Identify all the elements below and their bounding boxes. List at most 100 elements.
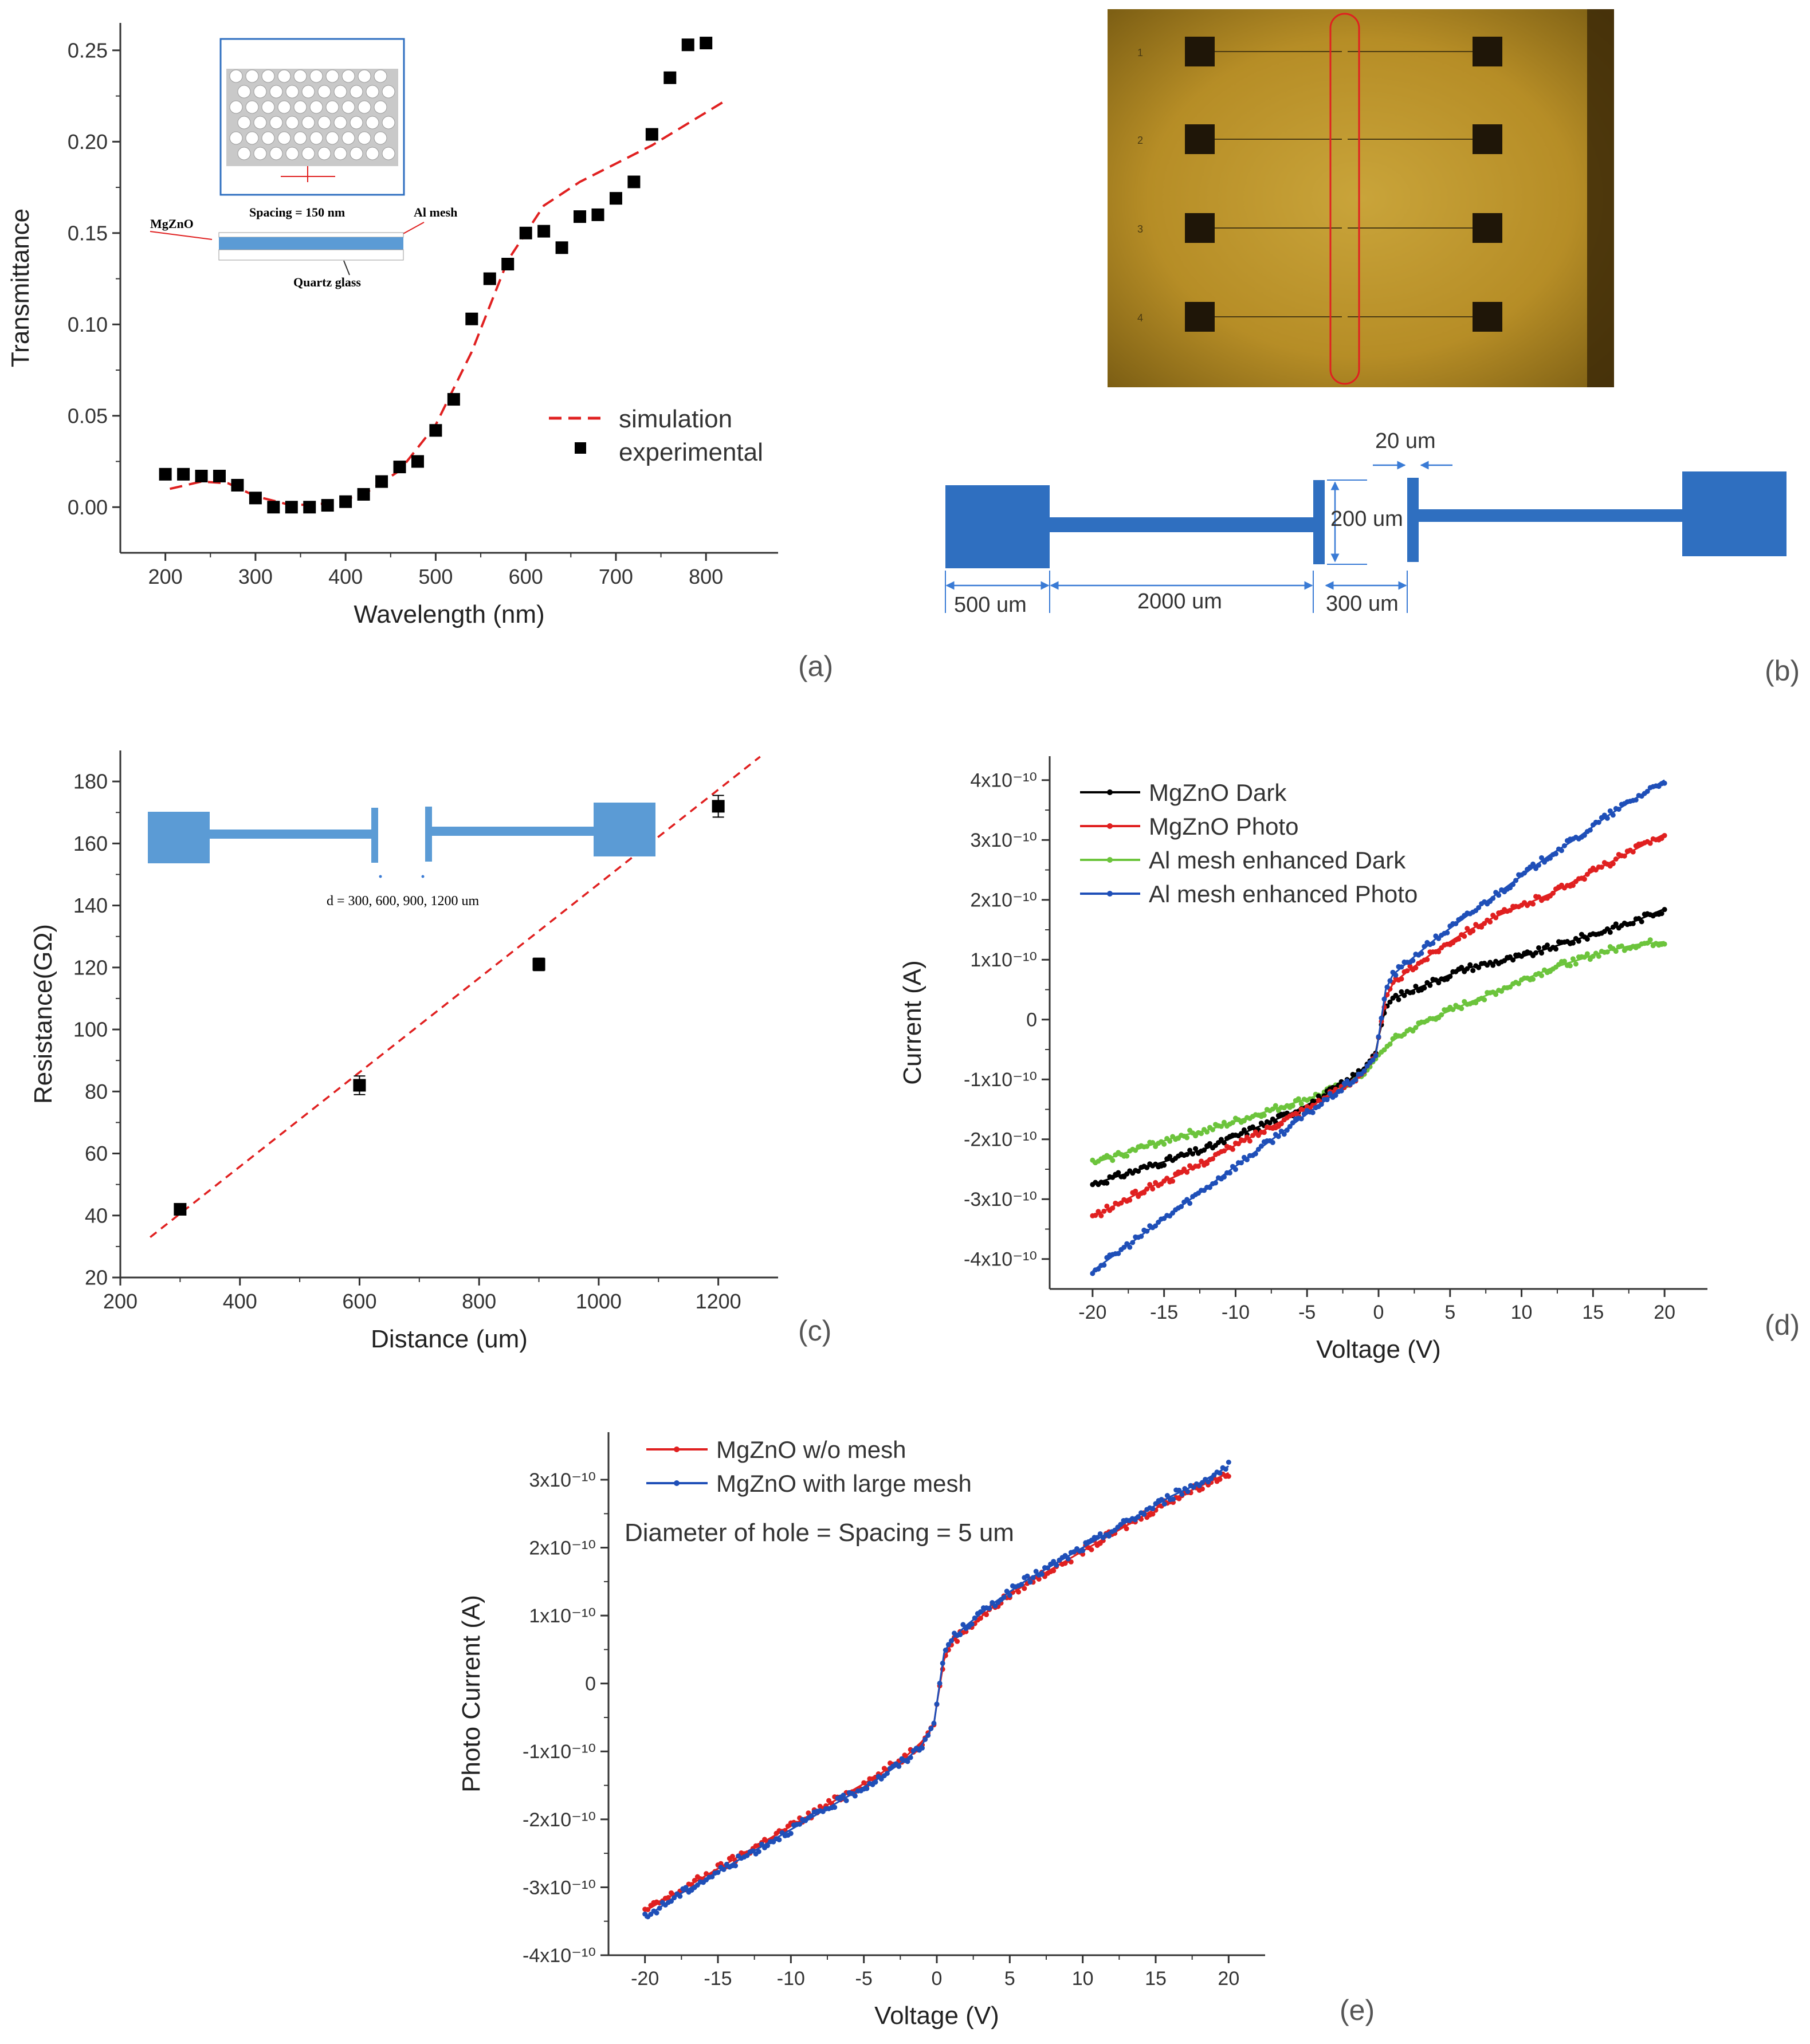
series-point-1 <box>1530 901 1536 907</box>
d-y-tick-label: 3x10⁻¹⁰ <box>970 830 1037 851</box>
series-point-1 <box>1135 1514 1141 1520</box>
inset-mesh-hole <box>277 69 291 83</box>
series-point-1 <box>1507 907 1513 913</box>
series-point-1 <box>1051 1559 1057 1565</box>
series-point-0 <box>1136 1168 1141 1174</box>
series-point-3 <box>1144 1228 1150 1234</box>
series-point-3 <box>1287 1123 1293 1129</box>
inset-mesh-hole <box>325 100 339 114</box>
series-point-3 <box>1370 1057 1376 1063</box>
series-point-3 <box>1227 1170 1232 1176</box>
a-x-tick-label: 600 <box>509 565 543 588</box>
series-point-1 <box>990 1600 995 1606</box>
d-y-tick-label: 4x10⁻¹⁰ <box>970 770 1037 792</box>
series-point-1 <box>733 1863 739 1869</box>
series-point-1 <box>1223 1467 1228 1472</box>
legend-label-1: MgZnO with large mesh <box>716 1470 972 1497</box>
panel-e-marks <box>642 1460 1231 1920</box>
series-point-0 <box>729 1854 735 1860</box>
micrograph-right-pad <box>1473 124 1502 154</box>
series-point-3 <box>1232 1166 1238 1172</box>
series-point-1 <box>960 1622 966 1628</box>
e-x-tick-label: -20 <box>631 1968 659 1990</box>
panel-label-e: (e) <box>1340 1994 1375 2026</box>
series-point-0 <box>1427 982 1433 988</box>
series-point-2 <box>1210 1127 1216 1133</box>
series-point-1 <box>934 1701 940 1707</box>
micrograph-row-label: 1 <box>1137 47 1143 58</box>
panel-e-photocurrent-chart: -20 -15 -10 -5 0 5 10 15 20 -4x10⁻¹⁰ -3x10⁻¹⁰ -2x10… <box>457 1432 1375 2030</box>
d-y-tick-label: -1x10⁻¹⁰ <box>964 1069 1037 1091</box>
e-x-tick-label: -5 <box>855 1968 873 1990</box>
series-point-2 <box>1401 1031 1407 1037</box>
series-point-1 <box>928 1725 934 1731</box>
series-point-0 <box>1089 1547 1094 1552</box>
experimental-point <box>555 241 568 254</box>
series-point-2 <box>1381 1047 1387 1053</box>
series-point-2 <box>1161 1141 1167 1147</box>
series-point-2 <box>1167 1138 1173 1144</box>
d-y-tick-label: -4x10⁻¹⁰ <box>964 1249 1037 1271</box>
schematic-right-line <box>1419 509 1682 522</box>
micrograph-edge <box>1587 9 1614 387</box>
series-point-0 <box>984 1611 990 1617</box>
series-point-1 <box>1127 1197 1133 1203</box>
series-point-2 <box>1581 954 1587 960</box>
inset-mesh-hole <box>358 69 371 83</box>
series-point-3 <box>1361 1068 1367 1074</box>
experimental-point <box>177 467 190 481</box>
series-point-1 <box>1133 1188 1138 1194</box>
series-point-3 <box>1258 1143 1264 1149</box>
inset-mesh-hole <box>285 85 299 99</box>
d-y-tick-label: -2x10⁻¹⁰ <box>964 1129 1037 1151</box>
series-point-3 <box>1301 1111 1307 1117</box>
inset-mesh-hole <box>253 116 267 129</box>
experimental-point <box>303 501 316 514</box>
series-point-0 <box>1218 1137 1224 1142</box>
series-point-0 <box>1476 965 1482 970</box>
series-point-1 <box>1176 1487 1182 1493</box>
series-point-0 <box>1422 985 1427 991</box>
series-point-1 <box>1093 1213 1098 1218</box>
series-point-3 <box>1662 780 1667 786</box>
series-point-1 <box>1550 890 1556 896</box>
series-point-0 <box>718 1861 724 1866</box>
series-point-2 <box>1204 1129 1210 1135</box>
series-point-1 <box>1045 1565 1051 1571</box>
series-point-2 <box>1150 1139 1156 1145</box>
inset-mesh-hole <box>374 131 387 145</box>
experimental-point <box>411 455 424 468</box>
panel-c-axes: 200 400 600 800 1000 1200 20 40 60 80 100 120 140 160… <box>29 750 778 1353</box>
series-point-1 <box>908 1755 913 1760</box>
micrograph-left-pad <box>1185 37 1215 66</box>
series-point-1 <box>1184 1169 1190 1175</box>
series-point-1 <box>922 1736 928 1742</box>
micrograph-right-pad <box>1473 37 1502 66</box>
inset-mesh-hole <box>229 131 243 145</box>
series-point-2 <box>1619 943 1624 949</box>
series-point-0 <box>1399 989 1404 995</box>
c-y-tick-label: 20 <box>85 1266 108 1290</box>
series-point-1 <box>1007 1593 1012 1598</box>
series-point-1 <box>1250 1133 1255 1138</box>
series-point-1 <box>931 1720 937 1726</box>
legend-label-experimental: experimental <box>619 438 763 466</box>
series-point-3 <box>1633 797 1639 803</box>
a-y-tick-label: 0.10 <box>68 313 108 336</box>
series-point-1 <box>1221 1148 1227 1154</box>
series-point-0 <box>1553 946 1558 952</box>
inset-mesh-hole <box>245 69 259 83</box>
series-point-1 <box>1253 1129 1258 1135</box>
series-point-1 <box>940 1660 945 1666</box>
series-point-3 <box>1616 807 1621 812</box>
e-x-tick-label: 0 <box>932 1968 943 1990</box>
inset-mesh-hole <box>261 69 275 83</box>
series-point-0 <box>1396 997 1401 1003</box>
series-point-3 <box>1121 1244 1127 1250</box>
d-x-tick-label: 15 <box>1582 1302 1604 1323</box>
series-point-1 <box>715 1870 721 1876</box>
series-point-1 <box>756 1849 761 1854</box>
series-point-2 <box>1567 963 1573 969</box>
series-point-0 <box>955 1638 960 1644</box>
series-point-3 <box>1444 930 1450 935</box>
